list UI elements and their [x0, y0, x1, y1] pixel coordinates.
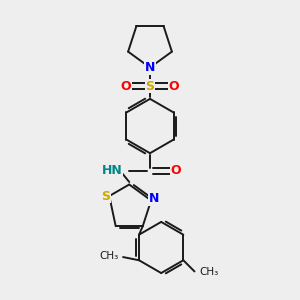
Text: S: S: [146, 80, 154, 93]
Text: CH₃: CH₃: [199, 267, 219, 277]
Text: CH₃: CH₃: [99, 251, 118, 261]
Text: O: O: [169, 80, 179, 93]
Text: O: O: [170, 164, 181, 177]
Text: N: N: [148, 192, 159, 205]
Text: O: O: [121, 80, 131, 93]
Text: S: S: [101, 190, 110, 202]
Text: N: N: [145, 61, 155, 74]
Text: HN: HN: [102, 164, 123, 177]
